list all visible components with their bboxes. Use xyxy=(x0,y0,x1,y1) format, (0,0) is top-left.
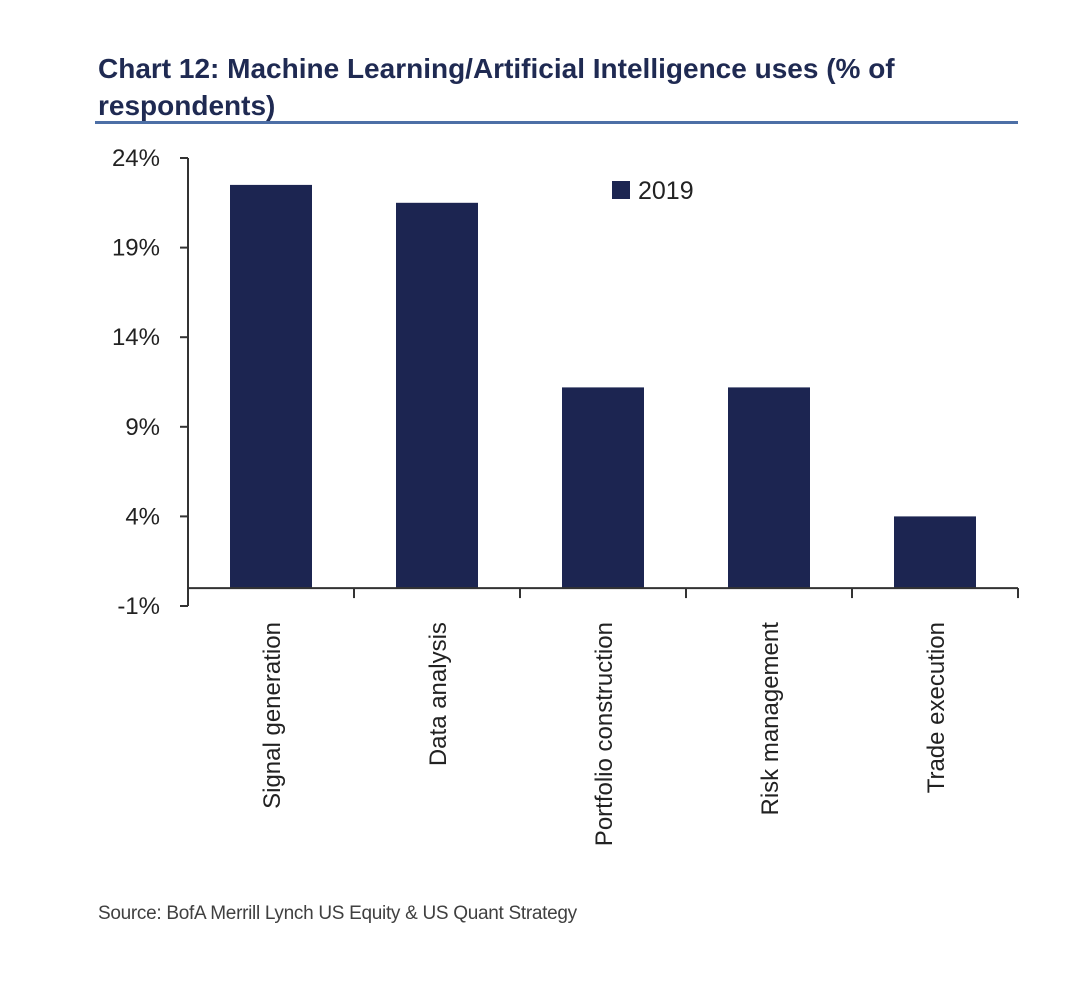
x-category-label: Portfolio construction xyxy=(591,622,618,846)
bar-data-analysis xyxy=(396,202,478,589)
y-tick-label: 19% xyxy=(112,235,160,262)
x-category-label: Risk management xyxy=(757,622,784,816)
bars-layer xyxy=(230,184,976,589)
y-tick-label: 4% xyxy=(125,503,160,530)
legend-swatch xyxy=(612,181,630,199)
y-tick-label: 24% xyxy=(112,145,160,172)
source-note: Source: BofA Merrill Lynch US Equity & U… xyxy=(98,903,577,924)
title-divider xyxy=(95,121,1018,124)
bar-portfolio-construction xyxy=(562,387,644,589)
bar-risk-management xyxy=(728,387,810,589)
x-category-label: Data analysis xyxy=(425,622,452,766)
x-category-label: Signal generation xyxy=(259,622,286,809)
y-tick-label: 14% xyxy=(112,324,160,351)
y-tick-label: -1% xyxy=(117,593,160,620)
bar-trade-execution xyxy=(894,516,976,589)
x-category-label: Trade execution xyxy=(923,622,950,793)
y-axis-ticks: 24% 19% 14% 9% 4% -1% xyxy=(112,145,188,620)
axes-layer xyxy=(187,158,1019,606)
x-axis-labels: Signal generation Data analysis Portfolio … xyxy=(259,622,950,846)
legend: 2019 xyxy=(612,177,694,205)
legend-label: 2019 xyxy=(638,177,694,205)
y-tick-label: 9% xyxy=(125,414,160,441)
bar-signal-generation xyxy=(230,184,312,589)
chart-title: Chart 12: Machine Learning/Artificial In… xyxy=(98,53,895,121)
